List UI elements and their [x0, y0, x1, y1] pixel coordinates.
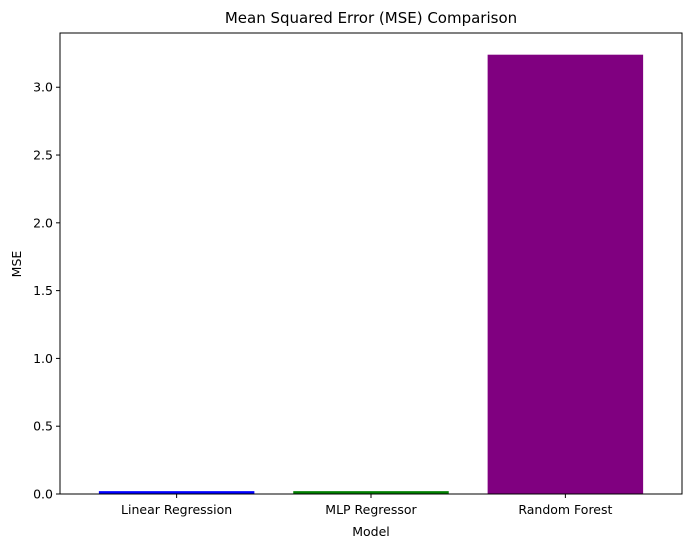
- x-axis-label: Model: [352, 524, 390, 539]
- chart-title: Mean Squared Error (MSE) Comparison: [225, 9, 517, 27]
- y-ticks-layer: 0.0 0.5 1.0 1.5 2.0 2.5 3.0: [33, 80, 60, 502]
- y-tick-label: 0.0: [33, 487, 53, 502]
- y-tick-label: 2.5: [33, 148, 53, 163]
- bars-layer: [98, 54, 644, 494]
- y-tick-label: 2.0: [33, 215, 53, 230]
- x-ticks-layer: Linear Regression MLP Regressor Random For…: [121, 494, 613, 517]
- bar-mlp-regressor: [293, 491, 449, 494]
- y-axis-label: MSE: [9, 251, 24, 278]
- plot-frame: [59, 32, 683, 495]
- x-tick-label: Random Forest: [518, 502, 612, 517]
- bar-linear-regression: [98, 491, 255, 494]
- y-tick-label: 1.5: [33, 283, 53, 298]
- x-tick-label: Linear Regression: [121, 502, 232, 517]
- y-tick-label: 0.5: [33, 419, 53, 434]
- y-tick-label: 3.0: [33, 80, 53, 95]
- bar-random-forest: [487, 54, 644, 494]
- y-tick-label: 1.0: [33, 351, 53, 366]
- x-tick-label: MLP Regressor: [325, 502, 417, 517]
